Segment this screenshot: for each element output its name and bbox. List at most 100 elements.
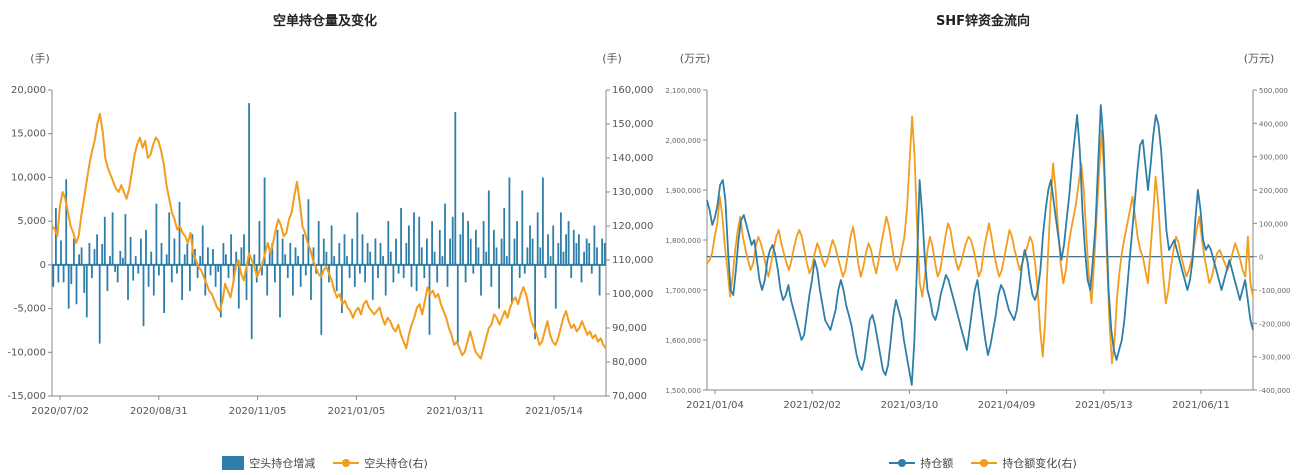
bar-mark — [397, 264, 400, 274]
bar-mark — [85, 264, 88, 318]
left-tick-label: 20,000 — [11, 85, 46, 96]
short-position-plot: (手) (手) 20,000 15,000 10,000 5,000 0 -5,000 -10,… — [7, 51, 653, 417]
bar-mark — [384, 264, 387, 296]
bar-mark — [531, 238, 534, 265]
bar-mark — [405, 243, 408, 265]
left-tick-label: 1,700,000 — [665, 287, 701, 295]
bar-mark — [415, 264, 418, 292]
right-tick-label: 90,000 — [612, 323, 647, 334]
x-tick-label: 2020/11/05 — [229, 406, 287, 417]
bar-mark — [60, 240, 62, 265]
bar-mark — [413, 212, 415, 265]
bar-mark — [237, 264, 240, 309]
bar-mark — [482, 221, 485, 265]
left-tick-label: 15,000 — [11, 129, 46, 140]
bar-mark — [173, 238, 176, 265]
left-tick-label: -5,000 — [14, 304, 46, 315]
bar-mark — [111, 212, 114, 265]
bar-mark — [333, 256, 336, 265]
bar-mark — [436, 264, 439, 283]
bar-mark — [253, 254, 256, 265]
x-tick-label: 2021/05/14 — [525, 406, 583, 417]
bar-mark — [521, 190, 524, 265]
bar-mark — [547, 234, 549, 265]
bar-mark — [225, 254, 227, 265]
bar-mark — [294, 247, 297, 265]
bar-mark — [322, 238, 325, 265]
legend-item-line[interactable]: 空头持仓(右) — [333, 455, 428, 471]
bar-mark — [464, 264, 467, 283]
legend-label: 空头持仓(右) — [364, 457, 428, 470]
bar-mark — [96, 234, 98, 265]
left-tick-label: 1,800,000 — [665, 237, 701, 245]
bar-mark — [52, 264, 55, 287]
bar-mark — [183, 254, 186, 265]
bar-mark — [428, 264, 431, 335]
bar-mark — [552, 225, 555, 265]
chart-title: SHF锌资金流向 — [935, 14, 1031, 29]
bar-mark — [475, 229, 477, 265]
bar-mark — [565, 234, 567, 265]
right-tick-label: 500,000 — [1259, 87, 1288, 95]
left-tick-label: 2,100,000 — [665, 87, 701, 95]
position-change-line — [706, 115, 1254, 365]
bar-mark — [263, 177, 266, 265]
bar-mark — [83, 264, 86, 293]
bar-mark — [387, 221, 390, 265]
bar-mark — [134, 256, 137, 265]
bar-mark — [186, 243, 189, 265]
left-axis-unit: (手) — [30, 51, 50, 65]
bar-mark — [529, 225, 531, 265]
bar-mark — [585, 238, 588, 265]
legend-item-position-value[interactable]: 持仓额 — [889, 455, 953, 471]
short-position-chart: 空单持仓量及变化 (手) (手) 20,000 15,000 10,000 5,000 0 -… — [0, 0, 653, 475]
bar-mark — [98, 264, 101, 344]
bar-mark — [554, 264, 557, 309]
bar-mark — [361, 234, 364, 265]
bar-mark — [523, 264, 526, 274]
bar-mark — [549, 256, 552, 265]
bar-mark — [189, 264, 191, 292]
bar-mark — [196, 264, 199, 278]
bar-mark — [217, 264, 220, 272]
bar-mark — [304, 264, 307, 276]
bar-mark — [73, 238, 75, 265]
bar-mark — [420, 247, 423, 265]
bar-mark — [456, 264, 459, 344]
left-tick-label: -10,000 — [7, 347, 46, 358]
bar-mark — [490, 264, 493, 287]
bar-mark — [408, 225, 410, 265]
left-tick-label: -15,000 — [7, 391, 46, 402]
bar-mark — [271, 243, 274, 265]
legend-item-position-change[interactable]: 持仓额变化(右) — [971, 455, 1077, 471]
bar-mark — [297, 256, 299, 265]
bar-mark — [426, 238, 428, 265]
bar-mark — [338, 243, 341, 265]
legend-item-bar[interactable]: 空头持仓增减 — [222, 455, 315, 471]
left-tick-label: 5,000 — [17, 216, 46, 227]
x-tick-label: 2021/05/13 — [1075, 400, 1133, 411]
bar-mark — [451, 216, 454, 265]
bar-mark — [312, 247, 315, 265]
x-tick-label: 2021/03/11 — [426, 406, 484, 417]
bar-mark — [346, 256, 348, 265]
bar-mark — [320, 264, 323, 335]
bar-mark — [145, 229, 147, 265]
right-tick-label: 0 — [1259, 254, 1263, 262]
bar-mark — [289, 243, 292, 265]
bar-mark — [258, 221, 261, 265]
bar-mark — [382, 256, 384, 265]
bar-mark — [572, 229, 575, 265]
bar-mark — [508, 177, 511, 265]
x-tick-label: 2020/08/31 — [130, 406, 188, 417]
bar-mark — [330, 225, 333, 265]
bar-mark — [469, 238, 472, 265]
bar-mark — [526, 247, 529, 265]
right-tick-label: 400,000 — [1259, 120, 1288, 128]
chart-title: 空单持仓量及变化 — [272, 14, 377, 29]
left-tick-label: 1,600,000 — [665, 337, 701, 345]
bar-mark — [199, 256, 202, 265]
bar-mark — [227, 264, 230, 278]
bar-mark — [78, 254, 80, 265]
right-tick-label: 120,000 — [612, 221, 653, 232]
